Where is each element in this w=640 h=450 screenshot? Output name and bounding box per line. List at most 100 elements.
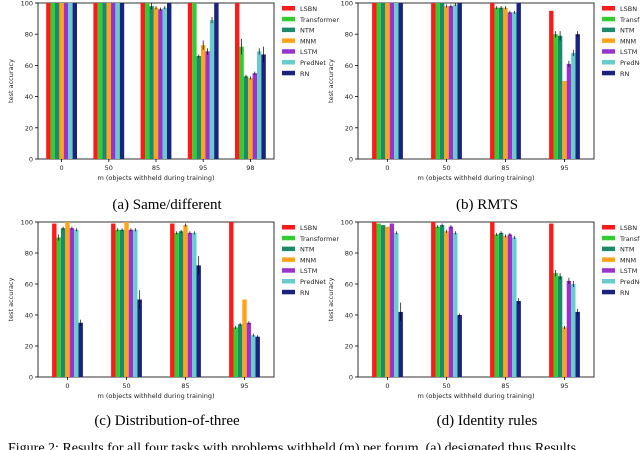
y-tick-label: 100 — [341, 0, 353, 8]
legend-swatch — [282, 38, 295, 43]
bar-ntm — [119, 229, 125, 377]
y-tick-label: 80 — [345, 250, 353, 258]
bar-mnm — [153, 7, 159, 160]
bar-rn — [167, 3, 172, 159]
bar-rn — [137, 299, 142, 377]
plot-frame — [357, 2, 595, 160]
bar-ntm — [380, 3, 386, 159]
x-axis-label: m (objects withheld during training) — [417, 392, 534, 400]
bar-prednet — [192, 232, 197, 377]
bar-lsbn — [140, 3, 145, 159]
y-tick-label: 0 — [349, 374, 353, 382]
y-tick-label: 100 — [21, 219, 33, 227]
bar-mnm — [124, 222, 129, 377]
x-tick-label: 0 — [65, 382, 69, 390]
y-tick-label: 40 — [25, 93, 33, 101]
x-tick-label: 50 — [442, 382, 450, 390]
panel-b: 0 20 40 60 80 100 test accuracy 0 50 85 95 m (objec… — [327, 0, 640, 182]
bar-rn — [78, 322, 83, 377]
bar-ntm — [557, 276, 563, 377]
x-axis-label: m (objects withheld during training) — [417, 174, 534, 182]
legend-swatch — [282, 257, 295, 262]
bar-ntm — [60, 228, 66, 377]
bar-mnm — [201, 45, 206, 160]
bar-transformer — [50, 3, 55, 159]
bar-lstm — [69, 228, 75, 377]
legend-swatch — [602, 70, 615, 76]
legend-swatch — [282, 289, 295, 295]
legend-label: NTM — [620, 27, 634, 35]
bar-lsbn — [549, 10, 554, 159]
legend-label: RN — [300, 70, 310, 78]
bar-mnm — [385, 226, 390, 377]
legend-swatch — [602, 6, 615, 11]
bar-ntm — [439, 225, 445, 377]
bar-mnm — [248, 77, 253, 159]
bar-mnm — [385, 3, 390, 159]
bar-lsbn — [170, 223, 175, 377]
legend-swatch — [602, 289, 615, 295]
y-tick-label: 60 — [25, 62, 33, 70]
legend-label: MNM — [620, 37, 636, 45]
bar-transformer — [376, 3, 381, 159]
bar-lsbn — [187, 3, 193, 159]
bar-prednet — [251, 335, 256, 377]
x-tick-label: 85 — [501, 382, 509, 390]
bar-rn — [575, 34, 580, 160]
bar-lsbn — [431, 3, 436, 159]
legend-swatch — [602, 16, 615, 22]
bar-mnm — [183, 225, 188, 377]
x-tick-label: 95 — [240, 382, 248, 390]
legend-label: MNM — [300, 37, 316, 45]
y-tick-label: 100 — [21, 0, 33, 8]
bar-transformer — [97, 3, 103, 159]
x-tick-label: 0 — [60, 164, 64, 172]
bar-transformer — [145, 3, 150, 159]
legend-label: NTM — [300, 27, 314, 35]
y-axis-label: test accuracy — [7, 59, 15, 103]
bar-lsbn — [52, 223, 57, 377]
bar-ntm — [439, 3, 445, 159]
bar-prednet — [394, 232, 399, 377]
bar-prednet — [133, 229, 138, 377]
bar-lsbn — [93, 3, 98, 159]
bar-lsbn — [431, 222, 436, 377]
bar-prednet — [74, 229, 79, 377]
bar-rn — [457, 315, 462, 377]
bar-ntm — [498, 7, 504, 160]
bar-prednet — [571, 52, 576, 159]
x-tick-label: 50 — [105, 164, 113, 172]
legend-label: NTM — [300, 246, 314, 254]
legend-label: PredNet — [620, 278, 640, 286]
figure-footer: Figure 2: Results for all four tasks wit… — [8, 441, 576, 450]
bar-transformer — [553, 34, 558, 160]
bar-lsbn — [372, 222, 377, 377]
legend-swatch — [602, 268, 615, 273]
legend-label: MNM — [620, 256, 636, 264]
panel-a: 0 20 40 60 80 100 test accuracy 0 50 85 95 98 m (obj… — [7, 0, 339, 182]
bar-lsbn — [229, 222, 234, 377]
bar-mnm — [65, 222, 70, 377]
bar-prednet — [571, 284, 576, 377]
legend-label: LSBN — [620, 224, 637, 232]
bar-prednet — [68, 3, 73, 159]
bar-lsbn — [549, 223, 554, 377]
legend-label: LSTM — [620, 48, 637, 56]
bar-lstm — [566, 280, 572, 377]
bar-ntm — [55, 3, 60, 159]
bar-transformer — [435, 3, 440, 159]
legend-swatch — [282, 27, 295, 33]
y-tick-label: 0 — [349, 156, 353, 164]
legend-swatch — [602, 279, 615, 284]
y-tick-label: 20 — [25, 343, 33, 351]
bar-transformer — [376, 223, 381, 377]
bar-transformer — [494, 7, 499, 160]
bar-transformer — [239, 46, 244, 159]
bar-prednet — [394, 3, 399, 159]
bar-mnm — [562, 327, 567, 377]
bar-lsbn — [490, 3, 495, 159]
legend-label: LSTM — [300, 48, 317, 56]
bar-rn — [516, 3, 521, 159]
legend-label: Transformer — [299, 16, 339, 24]
bar-transformer — [192, 3, 197, 159]
